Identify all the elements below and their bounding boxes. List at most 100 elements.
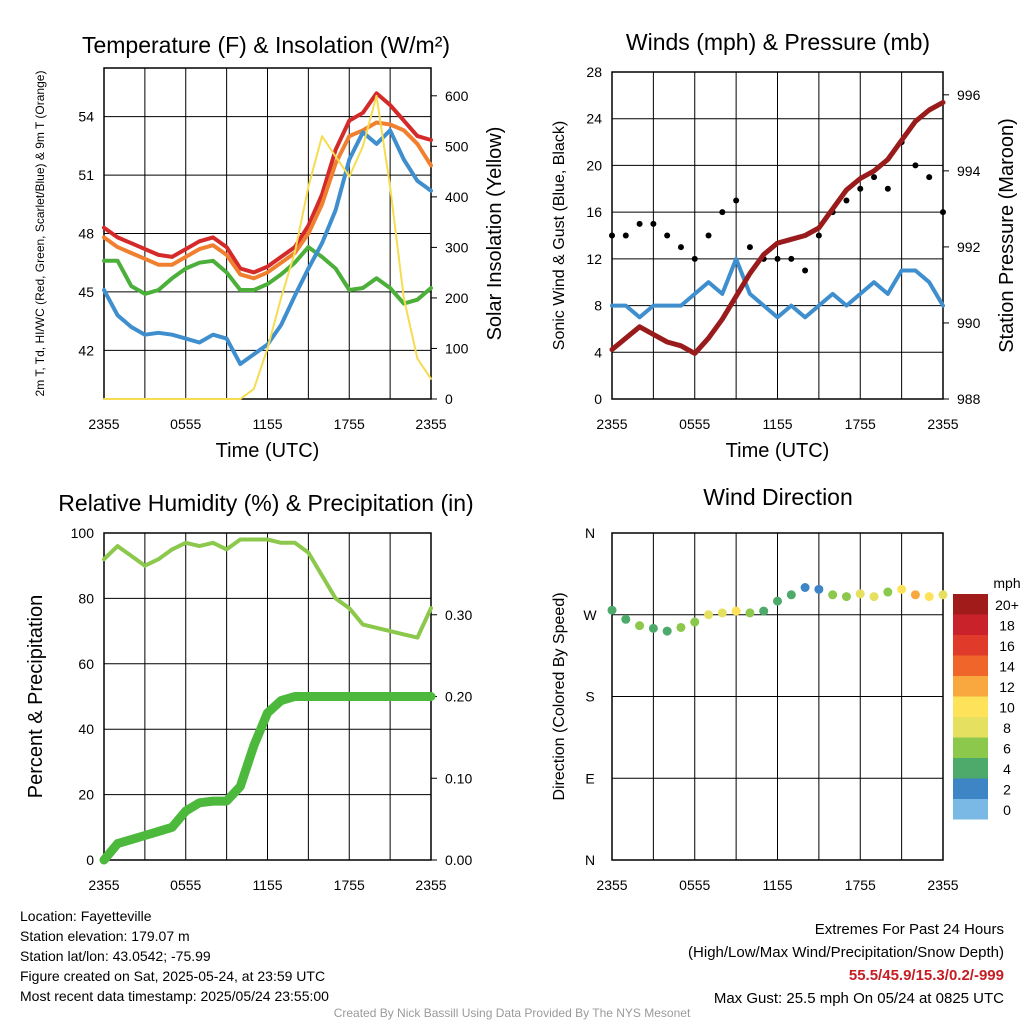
rh-xtick-label: 0555 bbox=[170, 877, 201, 893]
rh-ytick-label: 20 bbox=[78, 787, 94, 803]
wind-gust-point bbox=[677, 244, 684, 251]
temp-xtick-label: 1155 bbox=[252, 416, 282, 432]
dir-point bbox=[635, 621, 645, 631]
rh-ytick-label: 0 bbox=[86, 852, 94, 868]
rh-xtick-label: 2355 bbox=[415, 877, 446, 893]
wind-y2tick-label: 996 bbox=[957, 87, 981, 103]
wind-gust-point bbox=[926, 174, 933, 181]
extremes-subtitle: (High/Low/Max Wind/Precipitation/Snow De… bbox=[688, 944, 1004, 961]
wind-gust-point bbox=[691, 255, 698, 262]
wind-y2tick-label: 994 bbox=[957, 163, 981, 179]
temp-series-green bbox=[102, 245, 433, 306]
temp-title: Temperature (F) & Insolation (W/m²) bbox=[82, 32, 450, 58]
temp-y2label: Solar Insolation (Yellow) bbox=[484, 127, 506, 341]
colorbar-label: 14 bbox=[999, 659, 1015, 675]
wind-ytick-label: 24 bbox=[586, 111, 602, 127]
wind-ytick-label: 28 bbox=[586, 64, 602, 80]
dir-point bbox=[704, 610, 714, 620]
wind-gust-point bbox=[788, 255, 795, 262]
dir-xtick-label: 1755 bbox=[845, 877, 876, 893]
extremes-panel: Extremes For Past 24 Hours (High/Low/Max… bbox=[688, 918, 1004, 1010]
colorbar-swatch bbox=[953, 696, 988, 717]
rh-xtick-label: 2355 bbox=[88, 877, 119, 893]
wind-gust-point bbox=[815, 232, 822, 239]
credit-text: Created By Nick Bassill Using Data Provi… bbox=[333, 1006, 691, 1020]
dir-point bbox=[786, 590, 796, 600]
dir-point bbox=[621, 614, 631, 624]
wind-xtick-label: 1155 bbox=[762, 416, 792, 432]
dir-ytick-label: S bbox=[585, 689, 594, 705]
wind-gust-point bbox=[940, 209, 946, 216]
temp-xtick-label: 2355 bbox=[88, 416, 119, 432]
temp-y2tick-label: 300 bbox=[445, 239, 469, 255]
dir-xtick-label: 2355 bbox=[927, 877, 958, 893]
temp-ytick-label: 45 bbox=[78, 284, 94, 300]
colorbar-swatch bbox=[953, 717, 988, 738]
wind-xtick-label: 2355 bbox=[927, 416, 958, 432]
temp-series-blue bbox=[102, 128, 433, 366]
wind-xtick-label: 2355 bbox=[596, 416, 627, 432]
wind-y2tick-label: 992 bbox=[957, 239, 981, 255]
dir-ylabel: Direction (Colored By Speed) bbox=[551, 592, 568, 800]
wind-gust-point bbox=[912, 162, 919, 169]
dir-point bbox=[883, 587, 893, 597]
dir-point bbox=[814, 584, 824, 594]
rh-ylabel: Percent & Precipitation bbox=[25, 595, 47, 798]
dir-frame bbox=[611, 532, 944, 861]
wind-series-maroon bbox=[609, 99, 946, 356]
temp-xlabel: Time (UTC) bbox=[216, 440, 320, 462]
dir-point bbox=[828, 590, 838, 600]
rh-y2tick-label: 0.00 bbox=[445, 852, 472, 868]
dir-point bbox=[745, 608, 755, 618]
wind-gust-point bbox=[664, 232, 671, 239]
dir-ytick-label: E bbox=[585, 770, 594, 786]
elevation-text: Station elevation: 179.07 m bbox=[20, 928, 190, 944]
colorbar-label: 12 bbox=[999, 679, 1015, 695]
colorbar-label: 20+ bbox=[995, 597, 1019, 613]
location-text: Location: Fayetteville bbox=[20, 908, 152, 924]
colorbar-swatch bbox=[953, 758, 988, 779]
dir-point bbox=[607, 605, 617, 615]
wind-gust-point bbox=[609, 232, 615, 239]
temp-frame bbox=[103, 67, 432, 400]
colorbar-label: 10 bbox=[999, 700, 1015, 716]
dir-ytick-label: N bbox=[585, 852, 595, 868]
wind-gust-point bbox=[622, 232, 629, 239]
rh-series-rh bbox=[102, 537, 433, 640]
dir-point bbox=[924, 592, 934, 602]
wind-series-blue bbox=[610, 256, 945, 320]
colorbar-label: 16 bbox=[999, 638, 1015, 654]
dir-xtick-label: 1155 bbox=[762, 877, 792, 893]
dir-point bbox=[773, 596, 782, 606]
recent-data-text: Most recent data timestamp: 2025/05/24 2… bbox=[20, 988, 329, 1004]
wind-gust-point bbox=[746, 244, 753, 251]
temp-ylabel: 2m T, Td, HI/WC (Red, Green, Scarlet/Blu… bbox=[33, 71, 47, 397]
rh-ytick-label: 100 bbox=[71, 525, 95, 541]
dir-point bbox=[662, 626, 672, 636]
temp-ytick-label: 48 bbox=[78, 226, 94, 242]
created-text: Figure created on Sat, 2025-05-24, at 23… bbox=[20, 968, 326, 984]
wind-ytick-label: 0 bbox=[594, 391, 602, 407]
wind-gust-point bbox=[636, 220, 643, 227]
extremes-title: Extremes For Past 24 Hours bbox=[814, 921, 1004, 938]
wind-xtick-label: 0555 bbox=[679, 416, 710, 432]
colorbar-label: 0 bbox=[1003, 802, 1011, 818]
wind-ytick-label: 8 bbox=[594, 298, 602, 314]
wind-y2tick-label: 988 bbox=[957, 391, 981, 407]
wind-gust-point bbox=[843, 197, 850, 204]
temp-ytick-label: 54 bbox=[78, 109, 94, 125]
temp-series-orange bbox=[102, 120, 433, 281]
dir-point bbox=[800, 583, 810, 592]
colorbar-label: 2 bbox=[1003, 782, 1011, 798]
dir-point bbox=[855, 589, 865, 599]
colorbar-swatch bbox=[953, 594, 988, 615]
colorbar-swatch bbox=[953, 655, 988, 676]
wind-ylabel: Sonic Wind & Gust (Blue, Black) bbox=[551, 121, 568, 350]
dir-ytick-label: N bbox=[585, 525, 595, 541]
wind-gust-point bbox=[871, 174, 878, 181]
station-info: Location: Fayetteville Station elevation… bbox=[20, 906, 329, 1006]
colorbar-label: 6 bbox=[1003, 741, 1011, 757]
wind-gust-point bbox=[719, 209, 726, 216]
wind-gust-point bbox=[857, 185, 864, 192]
